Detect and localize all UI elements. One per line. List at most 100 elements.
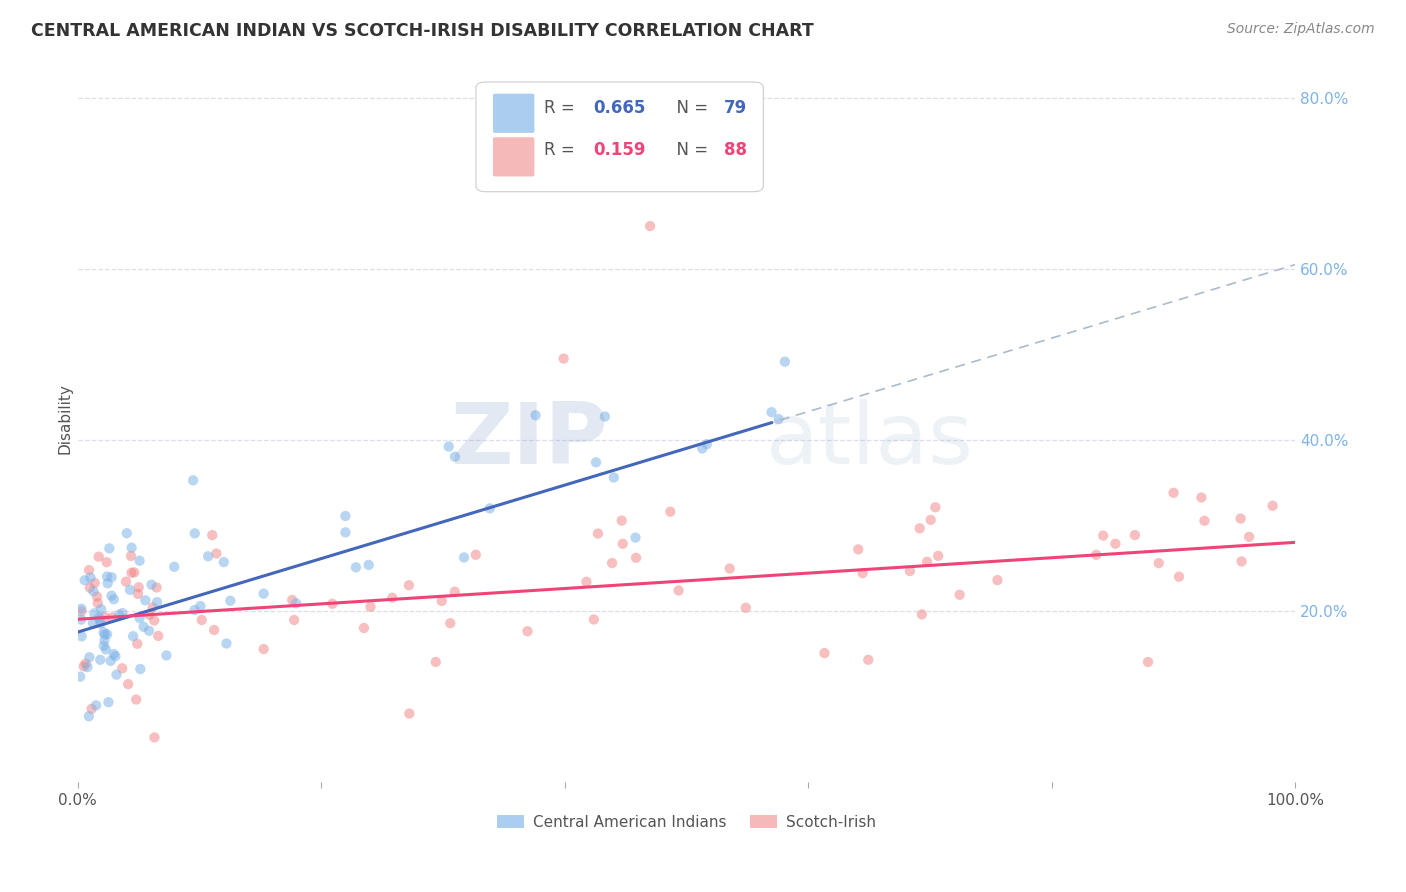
Point bbox=[75, 657, 97, 671]
Point bbox=[79, 650, 101, 665]
Point bbox=[122, 629, 145, 643]
Point bbox=[96, 555, 118, 569]
Point bbox=[96, 569, 118, 583]
Point bbox=[79, 570, 101, 584]
Point bbox=[70, 629, 93, 643]
Point bbox=[360, 599, 382, 614]
Point bbox=[846, 542, 869, 557]
FancyBboxPatch shape bbox=[477, 82, 763, 192]
Point bbox=[924, 500, 946, 515]
Point bbox=[190, 613, 212, 627]
Point bbox=[118, 582, 141, 597]
Point bbox=[82, 615, 104, 630]
Point bbox=[93, 639, 115, 653]
Point bbox=[103, 647, 125, 661]
Point bbox=[89, 653, 111, 667]
Point bbox=[624, 531, 647, 545]
Point bbox=[344, 560, 367, 574]
Text: 0.159: 0.159 bbox=[593, 141, 645, 159]
Point bbox=[132, 620, 155, 634]
Point bbox=[612, 537, 634, 551]
Point bbox=[773, 354, 796, 368]
Point bbox=[908, 521, 931, 535]
Point bbox=[335, 508, 357, 523]
Point bbox=[252, 587, 274, 601]
Point bbox=[117, 677, 139, 691]
Point bbox=[357, 558, 380, 572]
Point bbox=[96, 627, 118, 641]
Point bbox=[761, 405, 783, 419]
Point bbox=[129, 662, 152, 676]
Point bbox=[111, 661, 134, 675]
Point bbox=[638, 219, 661, 233]
Point bbox=[212, 555, 235, 569]
Point bbox=[197, 549, 219, 564]
Legend: Central American Indians, Scotch-Irish: Central American Indians, Scotch-Irish bbox=[491, 808, 883, 836]
Point bbox=[1085, 548, 1108, 562]
Point bbox=[659, 505, 682, 519]
Point bbox=[1123, 528, 1146, 542]
Point bbox=[190, 599, 212, 613]
Point bbox=[115, 574, 138, 589]
Text: 88: 88 bbox=[724, 141, 748, 159]
Point bbox=[281, 593, 304, 607]
Point bbox=[98, 541, 121, 556]
Point bbox=[72, 659, 94, 673]
Text: 79: 79 bbox=[724, 99, 748, 117]
Point bbox=[1163, 485, 1185, 500]
Point bbox=[915, 555, 938, 569]
Point bbox=[321, 597, 343, 611]
Point bbox=[768, 412, 790, 426]
Point bbox=[184, 526, 207, 541]
Point bbox=[148, 629, 170, 643]
Point bbox=[585, 455, 607, 469]
Point bbox=[89, 613, 111, 627]
Point bbox=[90, 602, 112, 616]
Point bbox=[381, 591, 404, 605]
Text: Source: ZipAtlas.com: Source: ZipAtlas.com bbox=[1227, 22, 1375, 37]
Point bbox=[335, 525, 357, 540]
Text: N =: N = bbox=[666, 141, 713, 159]
Point bbox=[624, 550, 647, 565]
Point bbox=[398, 578, 420, 592]
Point bbox=[134, 593, 156, 607]
Y-axis label: Disability: Disability bbox=[58, 383, 72, 454]
Point bbox=[86, 590, 108, 604]
Point bbox=[398, 706, 420, 721]
Point bbox=[100, 589, 122, 603]
Point bbox=[69, 670, 91, 684]
Point bbox=[145, 581, 167, 595]
Point bbox=[163, 559, 186, 574]
Point bbox=[94, 627, 117, 641]
Point bbox=[668, 583, 690, 598]
Text: R =: R = bbox=[544, 141, 581, 159]
Point bbox=[111, 606, 134, 620]
Point bbox=[87, 549, 110, 564]
Point bbox=[219, 593, 242, 607]
Point bbox=[253, 642, 276, 657]
Point bbox=[593, 409, 616, 424]
Point bbox=[73, 574, 96, 588]
Point bbox=[128, 554, 150, 568]
Point bbox=[1136, 655, 1159, 669]
Point bbox=[115, 526, 138, 541]
Point bbox=[121, 566, 143, 580]
Point bbox=[101, 610, 124, 624]
Point bbox=[70, 613, 93, 627]
Point bbox=[718, 561, 741, 575]
Text: N =: N = bbox=[666, 99, 713, 117]
Point bbox=[813, 646, 835, 660]
Point bbox=[444, 450, 467, 464]
Point bbox=[430, 594, 453, 608]
Point bbox=[89, 616, 111, 631]
Point bbox=[146, 595, 169, 609]
Point bbox=[1104, 537, 1126, 551]
Point bbox=[927, 549, 949, 563]
Point bbox=[93, 633, 115, 648]
Point bbox=[575, 574, 598, 589]
Point bbox=[105, 667, 128, 681]
Point bbox=[87, 610, 110, 624]
Point bbox=[1092, 528, 1115, 542]
Point bbox=[1194, 514, 1216, 528]
Point bbox=[138, 607, 160, 622]
